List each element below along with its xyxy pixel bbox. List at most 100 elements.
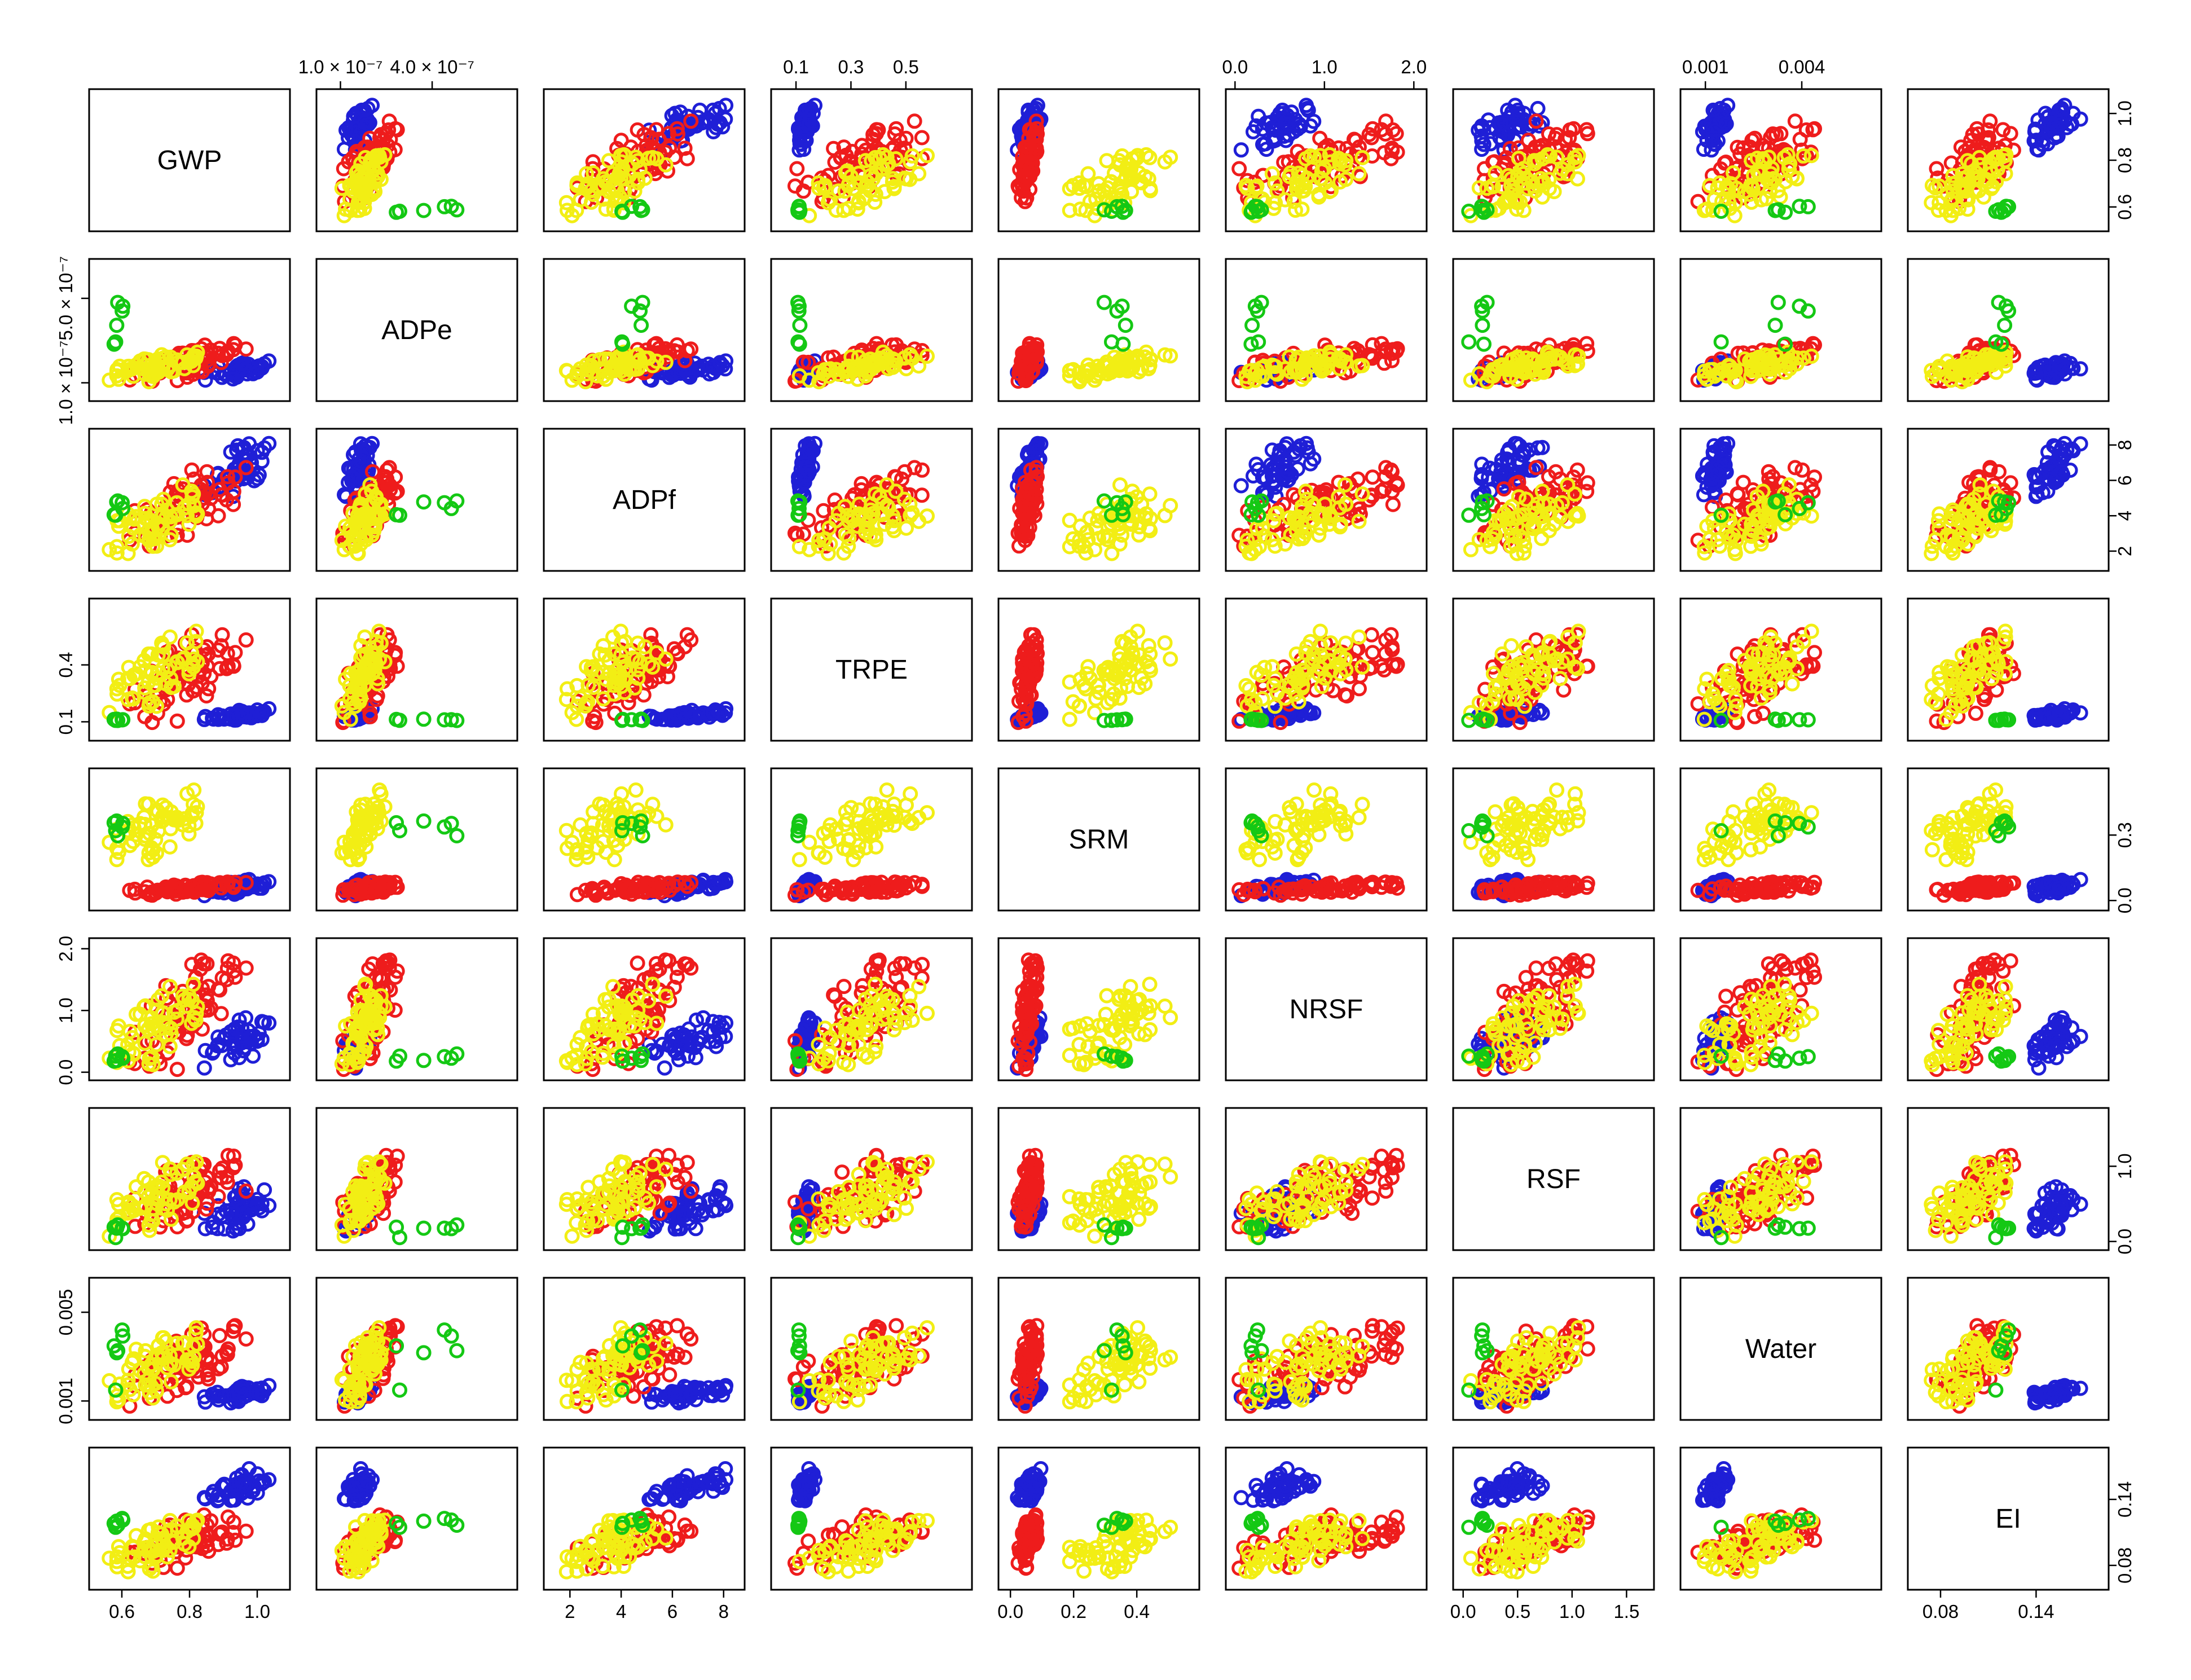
data-point xyxy=(632,199,648,214)
data-point xyxy=(1157,508,1173,524)
data-point xyxy=(334,181,350,196)
panel-GWP-vs-ADPf xyxy=(543,88,746,232)
data-point xyxy=(598,201,614,217)
panel-ADPe-vs-RSF xyxy=(1452,258,1655,402)
data-point xyxy=(1233,478,1249,494)
panel-ADPe-vs-Water xyxy=(1679,258,1882,402)
data-point xyxy=(1924,195,1939,210)
panel-GWP-vs-TRPE xyxy=(770,88,973,232)
data-point xyxy=(169,713,185,729)
data-point xyxy=(649,122,664,138)
data-point xyxy=(416,711,432,727)
data-point xyxy=(1142,486,1158,502)
data-point xyxy=(336,208,352,223)
data-point xyxy=(1112,477,1128,493)
panel-TRPE-vs-GWP xyxy=(88,597,291,742)
data-point xyxy=(377,147,393,162)
data-point xyxy=(1099,153,1115,169)
data-point xyxy=(1461,507,1477,523)
data-point xyxy=(389,122,405,138)
panel-ADPf-vs-NRSF xyxy=(1225,428,1428,572)
data-point xyxy=(1118,318,1133,333)
panel-ADPf-vs-ADPe xyxy=(315,428,518,572)
data-point xyxy=(616,147,632,162)
data-point xyxy=(630,153,646,169)
panel-frame xyxy=(770,88,973,232)
data-point xyxy=(573,192,588,208)
panel-ADPe-vs-GWP xyxy=(88,258,291,402)
panel-ADPe-vs-EI xyxy=(1907,258,2110,402)
data-point xyxy=(669,121,685,137)
panel-GWP-vs-RSF xyxy=(1452,88,1655,232)
variable-label: GWP xyxy=(157,146,222,175)
panel-ADPf-vs-EI xyxy=(1907,428,2110,572)
panel-ADPf-vs-TRPE xyxy=(770,428,973,572)
data-point xyxy=(389,204,404,220)
data-point xyxy=(437,199,452,214)
panel-ADPf-vs-GWP xyxy=(88,428,291,572)
data-point xyxy=(914,130,930,146)
panel-ADPf-vs-Water xyxy=(1679,428,1882,572)
data-point xyxy=(601,153,617,169)
data-point xyxy=(1385,496,1401,512)
data-point xyxy=(615,204,631,220)
data-point xyxy=(227,645,243,661)
data-point xyxy=(1365,469,1380,485)
panel-TRPE-vs-ADPf xyxy=(543,597,746,742)
panel-GWP-vs-NRSF xyxy=(1225,88,1428,232)
data-point xyxy=(914,487,930,503)
panel-ADPf-vs-RSF xyxy=(1452,428,1655,572)
data-point xyxy=(667,105,683,121)
data-point xyxy=(1579,483,1595,499)
data-point xyxy=(1530,100,1546,116)
data-point xyxy=(1244,318,1260,333)
data-point xyxy=(1096,493,1112,509)
data-point xyxy=(792,318,808,333)
data-point xyxy=(381,122,397,138)
data-point xyxy=(670,126,685,142)
data-point xyxy=(338,122,354,138)
data-point xyxy=(564,208,580,223)
data-point xyxy=(613,133,629,148)
data-point xyxy=(1713,334,1729,350)
data-point xyxy=(679,151,695,166)
data-point xyxy=(705,102,721,118)
panel-TRPE-vs-ADPe xyxy=(315,597,518,742)
data-point xyxy=(914,462,930,478)
panel-ADPf-vs-SRM xyxy=(997,428,1200,572)
data-point xyxy=(360,116,376,132)
data-point xyxy=(109,318,125,333)
data-point xyxy=(348,174,363,190)
data-point xyxy=(381,113,397,129)
panel-ADPe-vs-ADPe: ADPe xyxy=(315,258,518,402)
data-point xyxy=(1475,318,1490,333)
data-point xyxy=(683,113,699,129)
variable-label: ADPf xyxy=(613,485,676,515)
data-point xyxy=(342,191,358,207)
data-point xyxy=(443,199,459,214)
panel-frame xyxy=(88,88,291,232)
data-point xyxy=(633,318,649,333)
data-point xyxy=(1231,161,1247,177)
data-point xyxy=(1096,294,1112,310)
data-point xyxy=(382,131,398,147)
data-point xyxy=(1997,318,2013,333)
data-point xyxy=(238,632,254,648)
panel-ADPe-vs-ADPf xyxy=(543,258,746,402)
data-point xyxy=(357,102,372,118)
data-point xyxy=(238,341,254,357)
panel-GWP-vs-ADPe xyxy=(315,88,518,232)
panel-ADPe-vs-NRSF xyxy=(1225,258,1428,402)
variable-label: ADPe xyxy=(381,315,452,345)
panel-frame xyxy=(543,88,746,232)
data-point xyxy=(1787,113,1803,129)
panel-GWP-vs-GWP: GWP xyxy=(88,88,291,232)
data-point xyxy=(416,203,432,218)
data-point xyxy=(1461,334,1477,350)
data-point xyxy=(353,156,369,171)
panel-GWP-vs-Water xyxy=(1679,88,1882,232)
data-point xyxy=(416,494,432,510)
data-point xyxy=(907,113,922,129)
data-point xyxy=(602,174,617,190)
